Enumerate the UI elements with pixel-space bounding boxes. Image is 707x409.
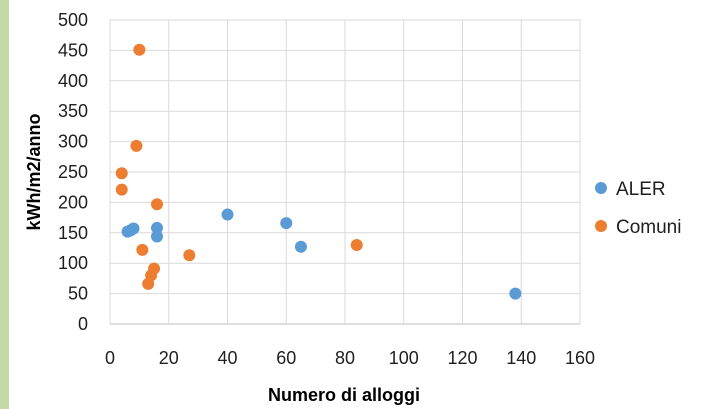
data-point-comuni: [130, 139, 143, 152]
data-point-aler: [280, 217, 293, 230]
y-tick-label: 500: [58, 10, 88, 30]
y-tick-label: 200: [58, 192, 88, 212]
y-tick-label: 250: [58, 162, 88, 182]
data-point-aler: [151, 221, 163, 234]
x-tick-label: 40: [217, 348, 237, 368]
data-point-comuni: [151, 198, 163, 211]
y-tick-label: 150: [58, 223, 88, 243]
grid-lines: [109, 19, 581, 325]
data-point-aler: [294, 240, 307, 253]
x-axis-title: Numero di alloggi: [268, 385, 420, 405]
data-point-comuni: [115, 167, 128, 180]
y-axis-ticks: 0 50 100 150 200 250 300 350 400 450 500: [58, 10, 88, 334]
x-axis-ticks: 0 20 40 60 80 100 120 140 160: [105, 348, 595, 368]
data-point-aler: [127, 222, 140, 235]
legend-marker-aler: [595, 182, 607, 194]
legend-label-aler: ALER: [616, 179, 666, 200]
data-point-comuni: [133, 43, 146, 56]
legend-marker-comuni: [595, 220, 607, 232]
legend-label-comuni: Comuni: [616, 217, 681, 238]
data-point-comuni: [183, 249, 196, 262]
y-tick-label: 300: [58, 132, 88, 152]
y-tick-label: 50: [68, 284, 88, 304]
y-tick-label: 0: [78, 314, 88, 334]
data-point-comuni: [136, 243, 149, 256]
x-tick-label: 140: [506, 348, 536, 368]
legend: ALER Comuni: [595, 179, 681, 238]
x-tick-label: 100: [389, 348, 419, 368]
x-tick-label: 60: [276, 348, 296, 368]
y-tick-label: 400: [58, 71, 88, 91]
data-point-comuni: [115, 183, 128, 196]
y-tick-label: 450: [58, 40, 88, 60]
x-tick-label: 120: [447, 348, 477, 368]
x-tick-label: 0: [105, 348, 115, 368]
data-point-aler: [221, 208, 234, 221]
left-accent-strip: [0, 0, 9, 409]
data-point-aler: [509, 287, 522, 300]
y-tick-label: 350: [58, 101, 88, 121]
data-point-comuni: [350, 238, 363, 251]
data-point-aler: [151, 230, 163, 243]
data-point-comuni: [148, 262, 161, 275]
y-tick-label: 100: [58, 253, 88, 273]
y-axis-title: kWh/m2/anno: [24, 113, 44, 230]
x-tick-label: 20: [159, 348, 179, 368]
data-points: [115, 43, 522, 300]
x-tick-label: 80: [335, 348, 355, 368]
x-tick-label: 160: [565, 348, 595, 368]
